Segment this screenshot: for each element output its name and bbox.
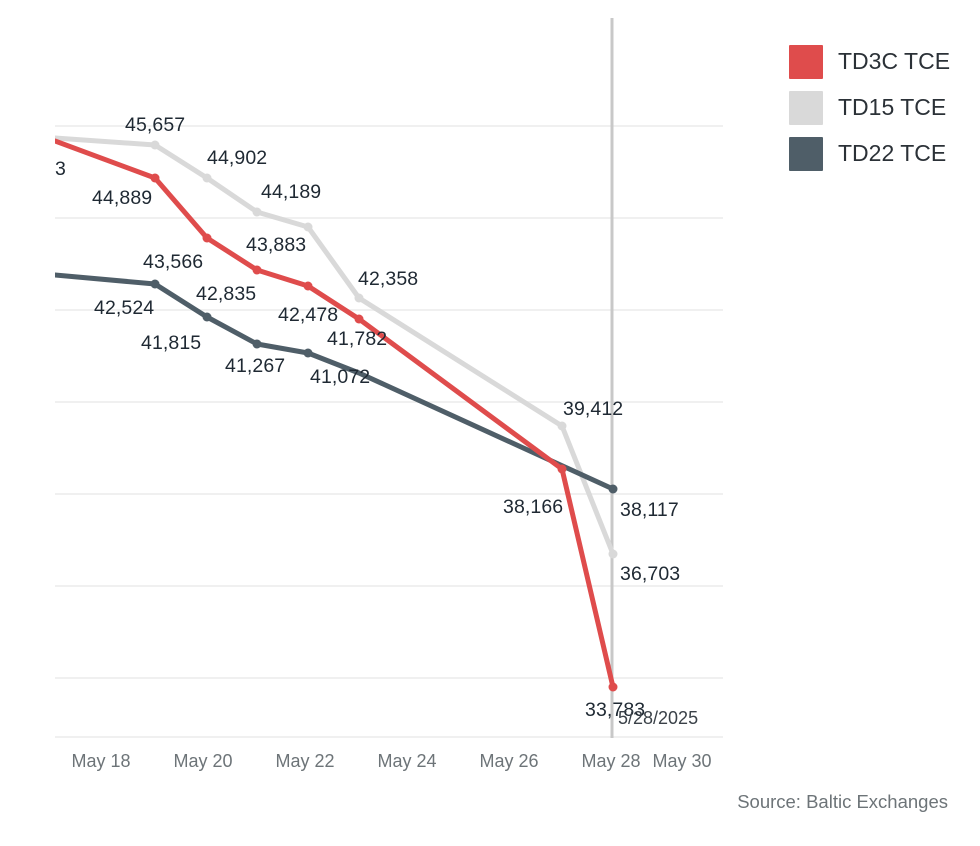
data-label-td3c-41782: 41,782 (327, 328, 388, 350)
legend-swatch-td3c-icon (789, 44, 823, 79)
chart-plot-svg (55, 18, 723, 738)
legend-swatch-td22-icon (789, 136, 823, 171)
series-line-td15 (55, 135, 618, 559)
reference-line-date-annotation: 5/28/2025 (618, 708, 699, 728)
legend-item-td3c[interactable]: TD3C TCE (789, 42, 974, 81)
data-label-td22-41072: 41,072 (310, 366, 371, 388)
data-label-td15-44902: 44,902 (207, 147, 268, 169)
data-label-td15-42358: 42,358 (358, 268, 419, 290)
legend-label-td22: TD22 TCE (838, 140, 947, 166)
legend-item-td15[interactable]: TD15 TCE (789, 88, 974, 127)
data-label-td3c-clipped: 3 (55, 158, 66, 180)
data-label-td15-45657: 45,657 (125, 114, 186, 136)
data-label-td15-44189: 44,189 (261, 181, 322, 203)
x-tick-may-18: May 18 (71, 751, 131, 771)
data-label-td15-36703: 36,703 (620, 563, 681, 585)
chart-legend: TD3C TCE TD15 TCE TD22 TCE (789, 42, 974, 180)
data-label-td15-43883: 43,883 (246, 234, 307, 256)
legend-item-td22[interactable]: TD22 TCE (789, 134, 974, 173)
data-label-td22-42524: 42,524 (94, 297, 155, 319)
legend-label-td3c: TD3C TCE (838, 48, 951, 74)
x-tick-may-22: May 22 (275, 751, 335, 771)
x-tick-may-30: May 30 (652, 751, 712, 771)
data-label-td3c-38166: 38,166 (503, 496, 564, 518)
series-markers-td22 (150, 279, 618, 494)
series-line-td22 (55, 272, 618, 494)
legend-label-td15: TD15 TCE (838, 94, 947, 120)
data-label-td22-41815: 41,815 (141, 332, 202, 354)
series-line-td3c (55, 138, 618, 692)
data-label-td3c-43566: 43,566 (143, 251, 204, 273)
x-axis: May 18 May 20 May 22 May 24 May 26 May 2… (55, 738, 723, 778)
data-label-td3c-44889: 44,889 (92, 187, 153, 209)
data-label-td3c-42478: 42,478 (278, 304, 339, 326)
data-label-td3c-42835: 42,835 (196, 283, 257, 305)
series-markers-td15 (150, 140, 618, 559)
gridlines (55, 125, 723, 738)
source-note: Source: Baltic Exchanges (737, 791, 948, 812)
plot-area (55, 18, 723, 738)
data-label-td3c-33783: 33,783 (585, 699, 646, 721)
data-label-td22-38117: 38,117 (620, 499, 679, 521)
x-tick-may-20: May 20 (173, 751, 233, 771)
data-label-td22-41267: 41,267 (225, 355, 286, 377)
x-tick-may-24: May 24 (377, 751, 437, 771)
legend-swatch-td15-icon (789, 90, 823, 125)
x-tick-may-26: May 26 (479, 751, 539, 771)
data-label-td15-39412: 39,412 (563, 398, 624, 420)
x-tick-may-28: May 28 (581, 751, 641, 771)
series-markers-td3c (150, 173, 618, 692)
